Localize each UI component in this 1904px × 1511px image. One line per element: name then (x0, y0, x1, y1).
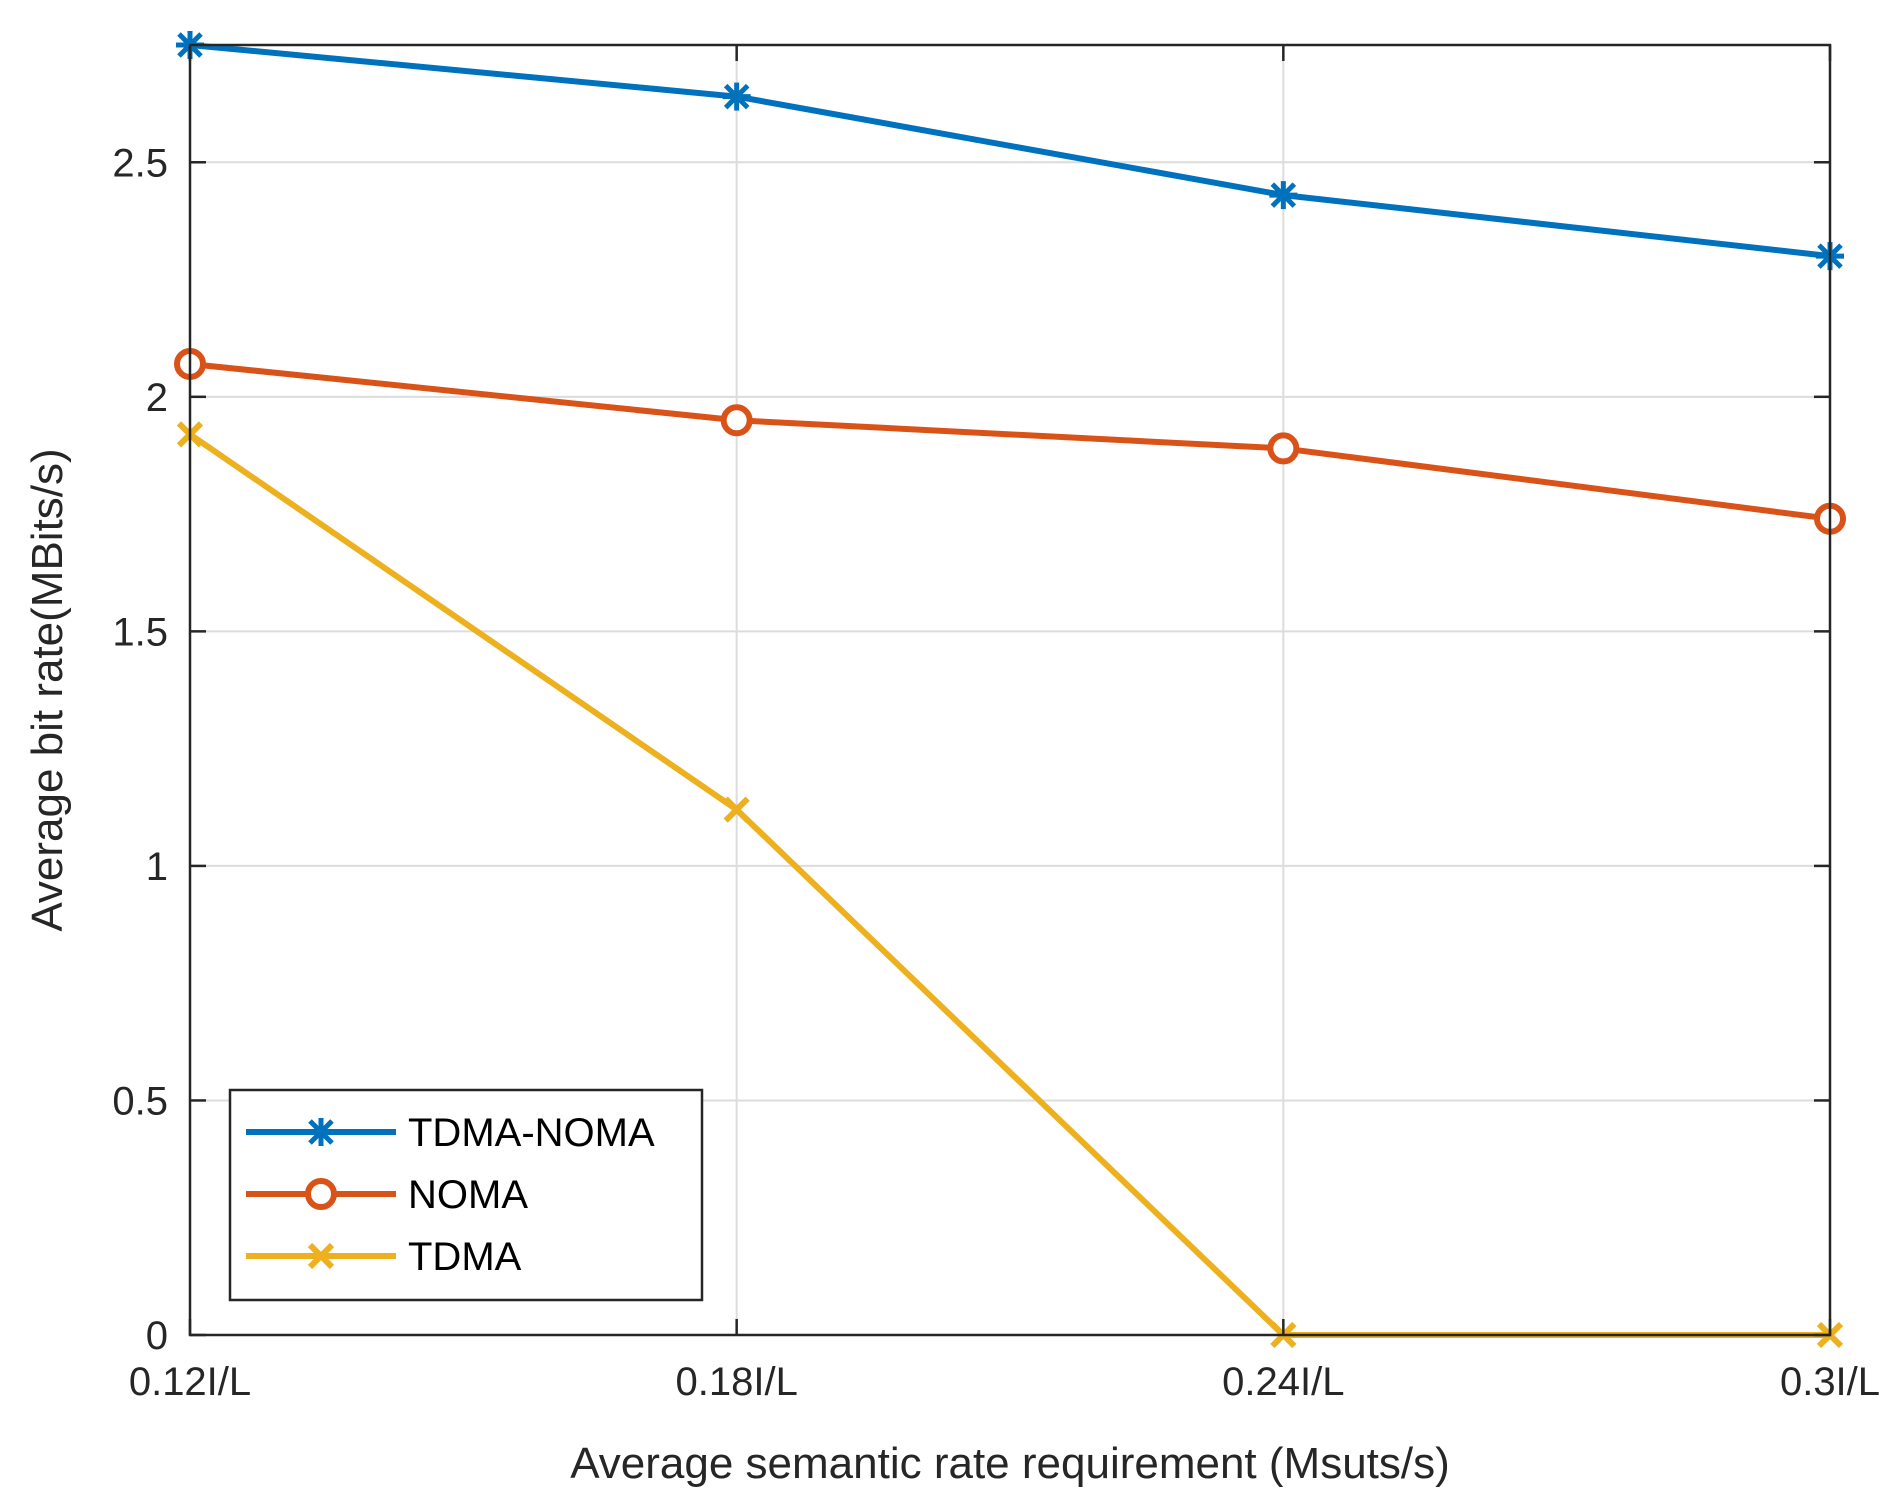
y-tick-label: 0 (146, 1314, 168, 1358)
data-point-tdma-noma (722, 82, 751, 111)
data-point-tdma-noma (1269, 181, 1298, 210)
legend-label: TDMA-NOMA (408, 1111, 655, 1155)
y-tick-labels: 0 0.5 1 1.5 2 2.5 (112, 141, 168, 1358)
legend-label: TDMA (408, 1235, 522, 1279)
legend-marker (305, 1178, 337, 1210)
axis-ticks (188, 45, 1832, 1337)
legend-entry-tdma: TDMA (246, 1235, 522, 1279)
circle-marker-shape (720, 404, 753, 437)
legend-entry-noma: NOMA (246, 1173, 528, 1217)
x-tick-labels: 0.12I/L 0.18I/L 0.24I/L 0.3I/L (129, 1360, 1880, 1404)
series-line-noma (189, 360, 1831, 522)
series-line-tdma-noma (189, 42, 1831, 260)
legend-entry-tdma-noma: TDMA-NOMA (246, 1111, 655, 1155)
data-point-noma (720, 404, 753, 437)
circle-marker-shape (305, 1178, 337, 1210)
data-point-tdma (723, 796, 750, 823)
x-tick-label: 0.12I/L (129, 1360, 251, 1404)
x-axis-label: Average semantic rate requirement (Msuts… (570, 1439, 1450, 1488)
y-tick-label: 2 (146, 376, 168, 420)
x-marker-stroke (307, 1242, 335, 1270)
x-marker-stroke (723, 796, 750, 823)
y-tick-label: 0.5 (112, 1079, 168, 1123)
data-point-noma (1267, 432, 1300, 465)
y-tick-label: 2.5 (112, 141, 168, 185)
legend-label: NOMA (408, 1173, 528, 1217)
y-tick-label: 1 (146, 845, 168, 889)
x-tick-label: 0.24I/L (1222, 1360, 1344, 1404)
legend-marker (307, 1242, 335, 1270)
plot-frame (188, 43, 1832, 1337)
legend-marker (307, 1118, 335, 1146)
legend: TDMA-NOMA NOMA TDMA (228, 1088, 704, 1302)
x-tick-label: 0.3I/L (1780, 1360, 1880, 1404)
circle-marker-shape (1267, 432, 1300, 465)
y-tick-label: 1.5 (112, 610, 168, 654)
x-tick-label: 0.18I/L (676, 1360, 798, 1404)
y-axis-label: Average bit rate(MBits/s) (23, 448, 72, 931)
